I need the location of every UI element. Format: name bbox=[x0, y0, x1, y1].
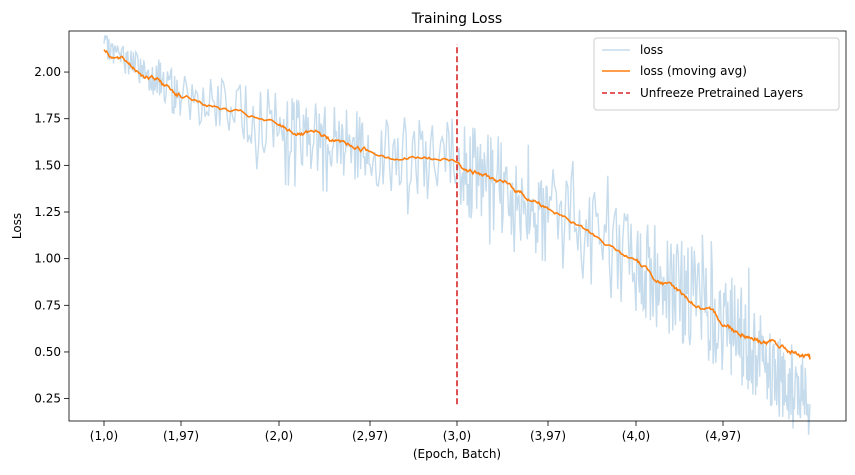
x-tick-label: (3,0) bbox=[443, 429, 471, 443]
series-layer bbox=[103, 34, 811, 435]
legend-label-loss: loss bbox=[640, 43, 663, 57]
x-axis-label: (Epoch, Batch) bbox=[413, 447, 501, 461]
y-tick-label: 1.75 bbox=[34, 112, 61, 126]
y-tick-label: 1.25 bbox=[34, 205, 61, 219]
y-tick-label: 2.00 bbox=[34, 65, 61, 79]
x-tick-label: (3,97) bbox=[530, 429, 566, 443]
x-tick-label: (4,97) bbox=[705, 429, 741, 443]
y-axis-label: Loss bbox=[10, 213, 24, 239]
legend-label-unfreeze: Unfreeze Pretrained Layers bbox=[640, 86, 803, 100]
moving-avg-series-line bbox=[103, 49, 811, 360]
x-tick-label: (1,97) bbox=[163, 429, 199, 443]
legend: loss loss (moving avg) Unfreeze Pretrain… bbox=[593, 37, 840, 111]
legend-label-moving-avg: loss (moving avg) bbox=[640, 64, 747, 78]
chart-title: Training Loss bbox=[411, 11, 502, 27]
loss-series-line bbox=[103, 34, 811, 435]
y-axis: 0.25 0.50 0.75 1.00 1.25 1.50 1.75 2.00 bbox=[34, 65, 69, 406]
y-tick-label: 0.75 bbox=[34, 298, 61, 312]
x-tick-label: (2,97) bbox=[352, 429, 388, 443]
y-tick-label: 0.50 bbox=[34, 345, 61, 359]
x-axis: (1,0) (1,97) (2,0) (2,97) (3,0) (3,97) (4,0) (4… bbox=[90, 421, 741, 443]
legend-box bbox=[593, 37, 840, 111]
y-tick-label: 1.00 bbox=[34, 252, 61, 266]
y-tick-label: 0.25 bbox=[34, 392, 61, 406]
y-tick-label: 1.50 bbox=[34, 158, 61, 172]
x-tick-label: (1,0) bbox=[90, 429, 118, 443]
x-tick-label: (2,0) bbox=[265, 429, 293, 443]
plot-frame bbox=[68, 30, 847, 422]
x-tick-label: (4,0) bbox=[622, 429, 650, 443]
